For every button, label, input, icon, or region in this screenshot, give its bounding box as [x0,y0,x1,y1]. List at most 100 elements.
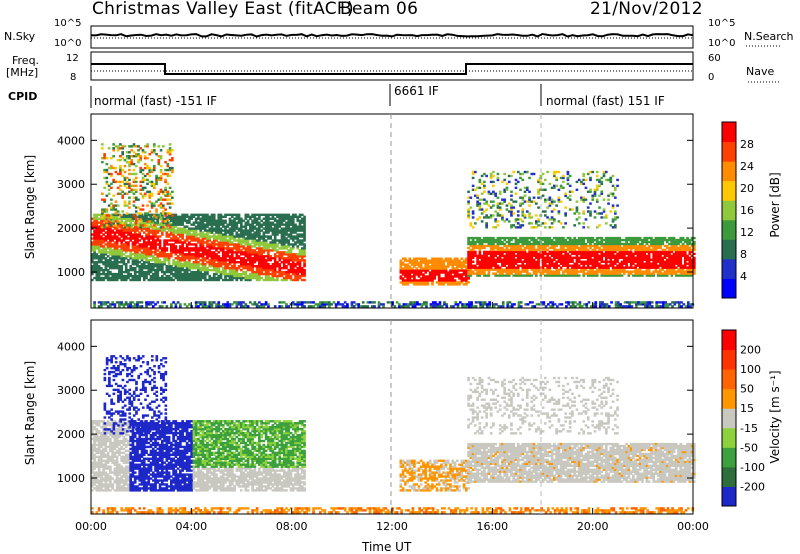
heatmap-cell [93,257,96,260]
heatmap-cell [176,264,180,268]
heatmap-cell [166,216,170,219]
heatmap-cell [142,231,146,234]
heatmap-cell [136,261,139,264]
heatmap-cell [194,278,198,282]
heatmap-cell [154,251,157,254]
heatmap-cell [127,233,130,236]
heatmap-cell [199,259,203,262]
heatmap-cell [136,247,139,250]
heatmap-cell [163,223,166,226]
heatmap-cell [149,266,153,270]
heatmap-cell [95,245,99,248]
heatmap-cell [124,263,128,266]
heatmap-cell [140,274,144,278]
heatmap-cell [199,249,203,252]
heatmap-cell [190,255,193,258]
heatmap-cell [176,233,180,236]
heatmap-cell [106,233,110,236]
heatmap-cell [122,249,126,252]
heatmap-cell [145,227,148,230]
heatmap-cell [163,257,166,260]
heatmap-cell [124,257,128,260]
heatmap-cell [172,235,175,238]
heatmap-cell [97,249,101,252]
heatmap-cell [185,219,189,222]
heatmap-cell [100,213,103,217]
heatmap-cell [109,231,112,234]
heatmap-cell [118,266,121,270]
heatmap-cell [197,237,200,240]
heatmap-cell [194,249,198,252]
heatmap-cell [147,247,151,250]
beam-label: Beam 06 [340,0,419,19]
heatmap-cell [113,253,117,256]
heatmap-cell [165,249,169,252]
heatmap-cell [192,249,196,252]
heatmap-cell [176,223,180,226]
heatmap-cell [172,266,175,270]
heatmap-cell [102,261,105,264]
heatmap-cell [199,274,203,278]
heatmap-cell [127,249,130,252]
heatmap-cell [167,235,171,238]
heatmap-cell [179,219,182,222]
heatmap-cell [129,278,133,282]
heatmap-cell [100,276,103,280]
heatmap-cell [160,249,164,252]
heatmap-cell [188,253,191,256]
heatmap-cell [165,274,169,278]
heatmap-cell [179,247,182,250]
heatmap-cell [122,231,126,234]
heatmap-cell [170,229,173,232]
heatmap-cell [124,274,128,278]
heatmap-cell [142,227,146,230]
heatmap-cell [127,261,130,264]
heatmap-cell [115,243,119,246]
heatmap-cell [118,245,121,248]
heatmap-cell [124,264,128,268]
heatmap-cell [140,266,144,270]
heatmap-cell [111,245,114,248]
heatmap-cell [113,241,117,244]
heatmap-cell [109,264,112,268]
heatmap-cell [176,217,180,220]
heatmap-cell [163,227,166,230]
heatmap-cell [145,241,148,244]
heatmap-cell [170,227,173,230]
heatmap-cell [172,247,175,250]
heatmap-cell [156,229,160,232]
heatmap-cell [197,213,200,217]
heatmap-cell [199,247,203,250]
heatmap-cell [149,247,153,250]
heatmap-cell [183,241,187,244]
heatmap-cell [174,268,178,272]
heatmap-cell [149,274,153,278]
heatmap-cell [176,229,180,232]
heatmap-cell [111,272,114,276]
heatmap-cell [95,231,99,234]
heatmap-cell [185,221,189,224]
heatmap-cell [183,259,187,262]
heatmap-cell [147,259,151,262]
heatmap-cell [93,237,96,240]
heatmap-cell [141,208,145,211]
heatmap-cell [155,208,158,211]
heatmap-cell [303,278,306,282]
heatmap-cell [192,239,196,242]
heatmap-cell [185,263,189,266]
heatmap-cell [129,227,133,230]
heatmap-cell [93,253,96,256]
heatmap-cell [93,233,96,236]
heatmap-cell [113,237,117,240]
heatmap-cell [97,257,101,260]
heatmap-cell [91,237,94,240]
heatmap-cell [190,215,193,218]
heatmap-cell [179,261,182,264]
heatmap-cell [142,239,146,242]
heatmap-cell [166,162,170,166]
heatmap-cell [127,268,130,272]
heatmap-cell [170,245,173,248]
heatmap-cell [160,253,164,256]
heatmap-cell [95,217,99,220]
heatmap-cell [174,274,178,278]
